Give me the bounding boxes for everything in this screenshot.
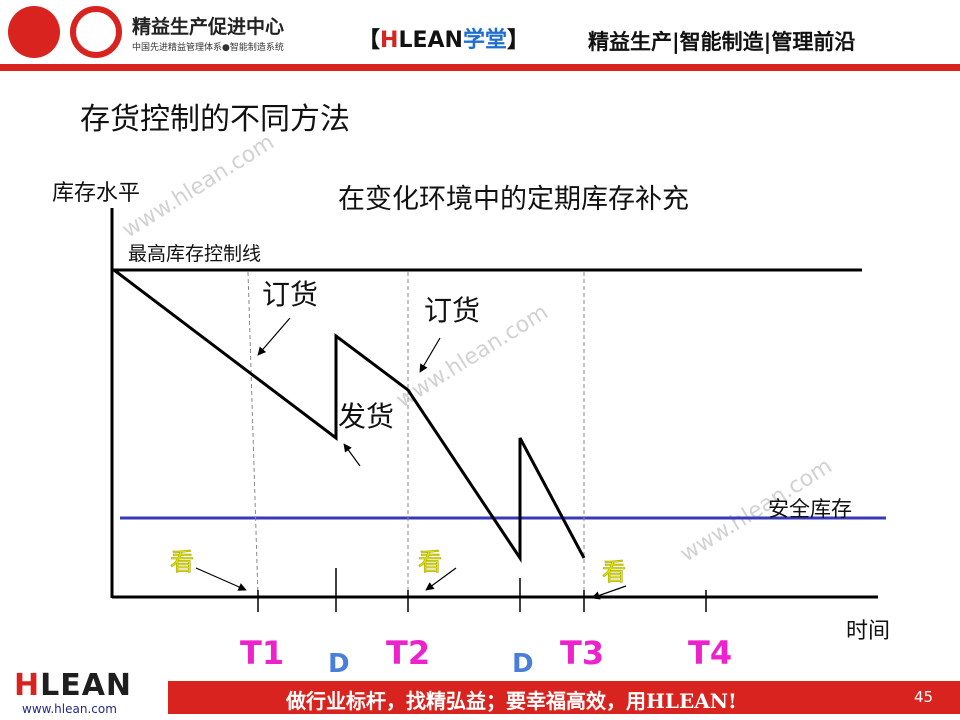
slide-title: 存货控制的不同方法	[80, 102, 350, 137]
ship-arrow	[343, 443, 361, 467]
footer-logo-h: H	[14, 668, 41, 703]
academy-cn: 学堂	[462, 28, 507, 53]
tick-label-t4: T4	[688, 634, 732, 672]
t1-dashed-line	[247, 271, 259, 597]
footer-url[interactable]: www.hlean.com	[22, 702, 117, 716]
tick-label-t1: T1	[240, 634, 284, 672]
logo-ring-icon	[70, 6, 122, 58]
look-arrow-3	[591, 585, 627, 600]
academy-label: 【HLEAN学堂】	[358, 22, 529, 54]
order-label-1: 订货	[262, 278, 318, 311]
tick-label-t3: T3	[560, 634, 604, 672]
max-line-label: 最高库存控制线	[128, 243, 261, 265]
look-label-2: 看	[418, 548, 442, 576]
logo-icon	[8, 6, 60, 58]
bracket-close: 】	[506, 28, 529, 53]
look-arrow-2	[425, 567, 457, 591]
ship-label: 发货	[338, 400, 394, 433]
brand-name: 精益生产促进中心	[132, 16, 285, 38]
y-axis-label: 库存水平	[52, 181, 140, 206]
brand-subtitle: 中国先进精益管理体系●智能制造系统	[132, 43, 284, 53]
safety-stock-label: 安全库存	[768, 497, 852, 521]
tick-label-d2: D	[512, 649, 534, 679]
academy-h: H	[380, 28, 399, 53]
order-arrow-2	[419, 337, 441, 373]
x-axis-label: 时间	[846, 619, 890, 644]
tick-label-d1: D	[328, 649, 350, 679]
page-number: 45	[914, 688, 934, 706]
footer-logo: HLEAN	[14, 668, 132, 703]
footer-bar	[168, 681, 960, 714]
footer-slogan: 做行业标杆，找精弘益；要幸福高效，用HLEAN!	[286, 689, 737, 713]
tick-label-t2: T2	[386, 634, 430, 672]
bracket-open: 【	[358, 28, 381, 53]
look-arrow-1	[195, 567, 247, 591]
order-arrow-1	[257, 317, 291, 356]
diagram-title: 在变化环境中的定期库存补充	[338, 184, 689, 215]
header-divider	[0, 64, 960, 71]
footer-logo-rest: LEAN	[40, 668, 133, 703]
look-label-3: 看	[602, 558, 626, 586]
academy-lean: LEAN	[398, 28, 463, 53]
header-tagline: 精益生产|智能制造|管理前沿	[588, 30, 856, 54]
inventory-curve	[113, 268, 586, 563]
look-label-1: 看	[170, 548, 194, 576]
order-label-2: 订货	[424, 294, 480, 327]
